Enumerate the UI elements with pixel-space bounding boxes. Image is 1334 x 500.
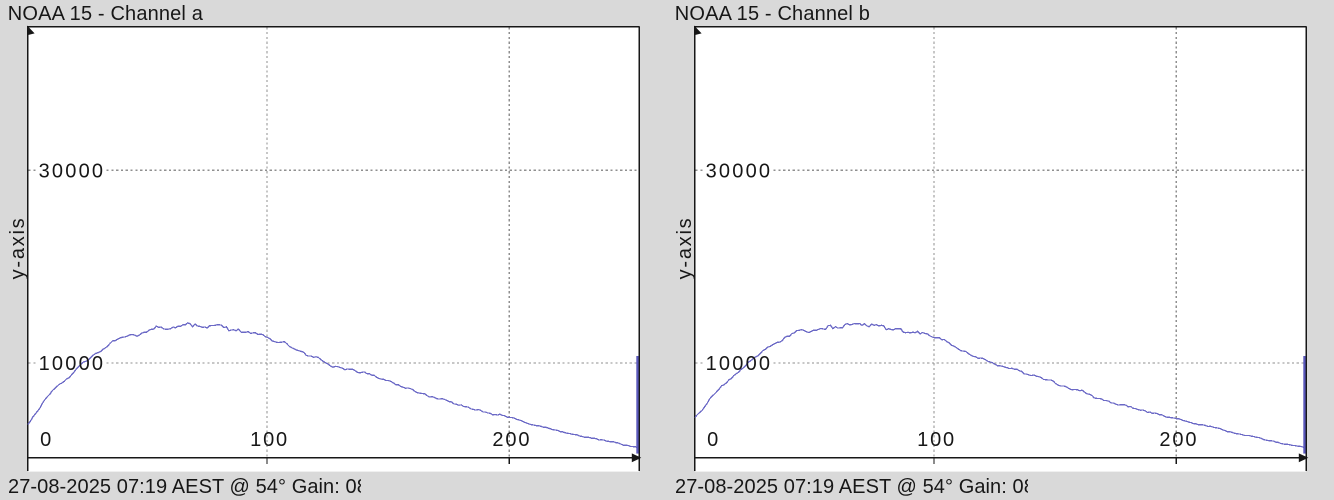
svg-text:10000: 10000 xyxy=(706,353,773,375)
svg-text:30000: 30000 xyxy=(706,161,773,183)
svg-text:y-axis: y-axis xyxy=(674,217,696,280)
svg-text:0: 0 xyxy=(707,429,718,451)
svg-text:30000: 30000 xyxy=(39,161,106,183)
svg-text:100: 100 xyxy=(917,429,956,451)
svg-text:0: 0 xyxy=(40,429,51,451)
svg-text:200: 200 xyxy=(492,429,531,451)
svg-text:27-08-2025 07:19 AEST @ 54° Ga: 27-08-2025 07:19 AEST @ 54° Gain: 08 xyxy=(8,476,368,498)
svg-text:NOAA 15 - Channel b: NOAA 15 - Channel b xyxy=(675,3,870,25)
svg-text:y-axis: y-axis xyxy=(7,217,29,280)
svg-text:27-08-2025 07:19 AEST @ 54° Ga: 27-08-2025 07:19 AEST @ 54° Gain: 08 xyxy=(675,476,1035,498)
svg-text:200: 200 xyxy=(1159,429,1198,451)
svg-text:10000: 10000 xyxy=(39,353,106,375)
svg-text:NOAA 15 - Channel a: NOAA 15 - Channel a xyxy=(8,3,204,25)
svg-text:100: 100 xyxy=(250,429,289,451)
